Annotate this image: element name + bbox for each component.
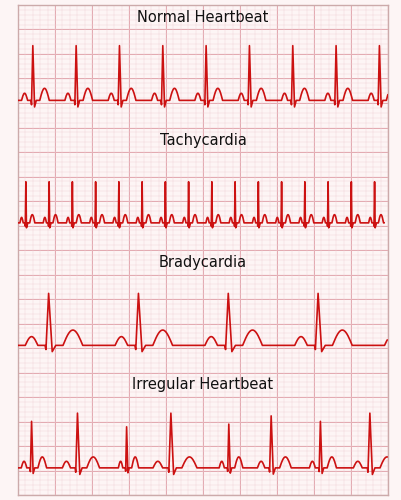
Text: Bradycardia: Bradycardia (158, 255, 247, 270)
Text: Irregular Heartbeat: Irregular Heartbeat (132, 378, 273, 392)
Text: Normal Heartbeat: Normal Heartbeat (137, 10, 268, 25)
Text: Tachycardia: Tachycardia (159, 132, 246, 148)
